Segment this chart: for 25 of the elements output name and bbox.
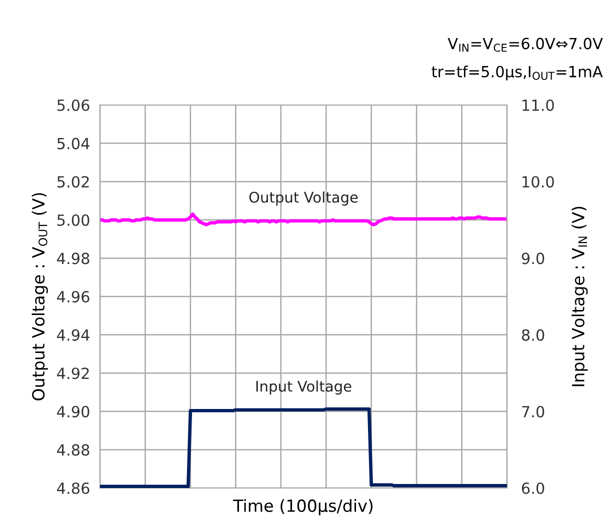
series-label: Output Voltage	[249, 191, 358, 206]
y-tick-label: 4.86	[57, 482, 90, 494]
line-series	[100, 212, 507, 226]
y-tick-label: 4.92	[57, 368, 89, 380]
x-axis-title: Time (100µs/div)	[233, 499, 372, 516]
y2-tick-label: 11.0	[522, 99, 554, 112]
y-tick-label: 4.88	[57, 444, 90, 456]
y-tick-label: 5.02	[57, 176, 89, 188]
series-label: Input Voltage	[256, 380, 352, 395]
y-axis-title: Output Voltage : V$_{OUT}$ (V)	[32, 193, 48, 400]
y2-tick-label: 6.0	[522, 482, 544, 494]
y2-tick-label: 10.0	[522, 176, 554, 188]
y-tick-label: 4.98	[57, 252, 90, 264]
y-tick-label: 4.96	[57, 290, 90, 303]
y-tick-label: 5.04	[57, 138, 90, 150]
text: V$_{IN}$=V$_{CE}$=6.0V⇔7.0V	[448, 38, 603, 52]
y2-tick-label: 8.0	[522, 329, 544, 341]
y2-tick-label: 9.0	[522, 252, 544, 264]
text: tr=tf=5.0µs,I$_{OUT}$=1mA	[432, 66, 603, 80]
y-tick-label: 5.00	[57, 214, 90, 226]
y2-axis-title: Input Voltage : V$_{IN}$ (V)	[572, 206, 588, 386]
y-tick-label: 4.90	[57, 406, 90, 418]
y2-tick-label: 7.0	[522, 406, 544, 418]
y-tick-label: 4.94	[57, 329, 90, 341]
y-tick-label: 5.06	[57, 99, 90, 112]
